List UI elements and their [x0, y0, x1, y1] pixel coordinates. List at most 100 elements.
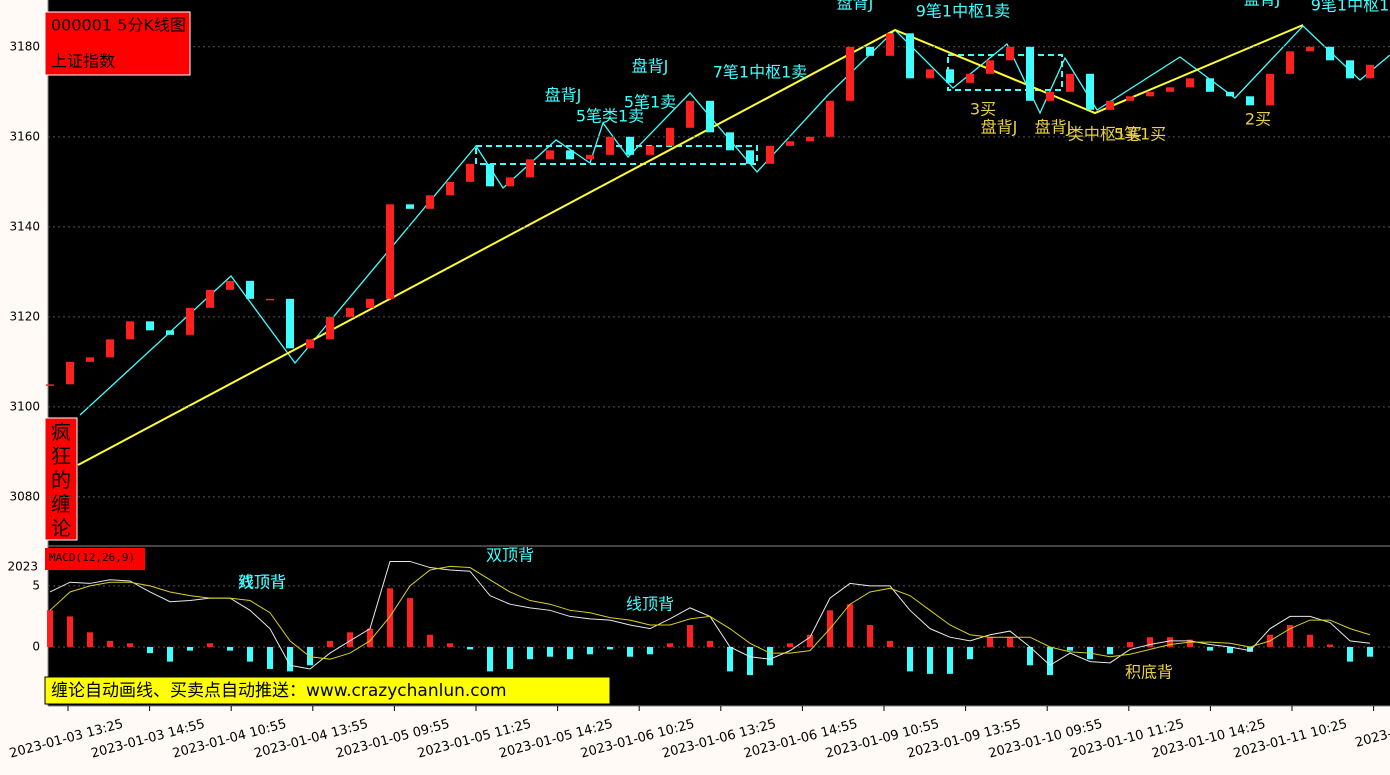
candle — [1026, 46, 1034, 101]
candle — [286, 298, 294, 349]
candle — [926, 69, 934, 79]
candle — [546, 150, 554, 160]
candle — [826, 100, 834, 137]
macd-bar — [967, 646, 973, 660]
watermark-bg — [44, 417, 78, 541]
annotation: 线顶背 — [626, 595, 674, 614]
candle — [146, 321, 154, 331]
annotation: 类中枢1买 — [1068, 125, 1142, 144]
candle — [426, 195, 434, 209]
macd-bar — [547, 646, 553, 657]
macd-bar — [947, 646, 953, 674]
macd-bar — [287, 646, 293, 672]
title-box: 000001 5分K线图 上证指数 — [44, 11, 191, 76]
watermark: 疯狂的缠论 — [51, 420, 71, 540]
macd-bar — [687, 624, 693, 647]
macd-bar — [487, 646, 493, 672]
candle — [1246, 96, 1254, 106]
x-axis-band — [0, 706, 1390, 775]
candle — [786, 141, 794, 146]
macd-bar — [1027, 646, 1033, 666]
candle — [966, 73, 974, 83]
macd-bar — [1067, 646, 1073, 651]
banner-bg — [44, 676, 611, 705]
macd-bar — [1367, 646, 1373, 657]
candle — [1146, 91, 1154, 97]
macd-label-bg — [45, 548, 145, 570]
watermark-text: 疯狂的缠论 — [51, 420, 71, 540]
macd-bar — [47, 610, 53, 647]
macd-bar — [407, 598, 413, 647]
candle — [466, 163, 474, 182]
candle — [1306, 46, 1314, 52]
chart-title: 000001 5分K线图 — [51, 16, 186, 35]
candle — [1006, 46, 1014, 61]
candle — [646, 145, 654, 155]
candle — [706, 100, 714, 133]
candle — [306, 339, 314, 349]
candle — [366, 298, 374, 308]
y-tick-label: 3140 — [9, 219, 40, 233]
macd-bar — [767, 646, 773, 666]
macd-bar — [1187, 639, 1193, 647]
candle — [886, 33, 894, 56]
macd-bar — [907, 646, 913, 672]
macd-bar — [127, 643, 133, 647]
macd-bar — [447, 643, 453, 647]
title-bg — [44, 11, 191, 76]
candle — [746, 150, 754, 164]
macd-bar — [727, 646, 733, 672]
annotation: 7笔1中枢1卖 — [713, 63, 808, 82]
macd-bar — [467, 646, 473, 650]
candle — [1126, 96, 1134, 101]
macd-bar — [587, 646, 593, 655]
candle — [1286, 51, 1294, 74]
macd-bar — [527, 646, 533, 660]
macd-bar — [1107, 646, 1113, 655]
macd-bar — [607, 646, 613, 650]
annotation: 盘背J — [981, 118, 1018, 137]
candle — [666, 127, 674, 146]
segment-line — [77, 24, 1304, 466]
annotation: 5笔1卖 — [624, 93, 676, 112]
candle — [1346, 60, 1354, 79]
y-tick-label: 3100 — [9, 399, 40, 413]
candle — [606, 136, 614, 155]
pivot-box — [475, 145, 758, 165]
y-axis-band — [0, 0, 48, 706]
macd-bar — [847, 604, 853, 647]
macd-bar — [1047, 646, 1053, 676]
macd-bar — [627, 646, 633, 657]
candle — [266, 298, 274, 301]
candle — [946, 69, 954, 83]
y-tick-label: 3160 — [9, 129, 40, 143]
candle — [326, 316, 334, 340]
macd-bar — [67, 616, 73, 647]
annotation: 盘背J — [545, 86, 582, 105]
macd-bar — [867, 624, 873, 647]
macd-bar — [387, 588, 393, 647]
annotation: 3买 — [970, 100, 996, 119]
macd-bar — [267, 646, 273, 669]
candle — [1206, 78, 1214, 92]
annotation: 盘背J — [632, 57, 669, 76]
macd-bar — [147, 646, 153, 654]
candle — [166, 330, 174, 335]
candle — [526, 159, 534, 178]
candle — [506, 177, 514, 187]
macd-bar — [187, 646, 193, 651]
annotation: 积底背 — [1125, 663, 1173, 682]
candle — [986, 60, 994, 74]
candle — [206, 289, 214, 308]
macd-bar — [887, 640, 893, 647]
macd-bar — [347, 632, 353, 647]
y-tick-label: 2023 — [7, 560, 38, 574]
candle — [106, 339, 114, 358]
candle — [866, 46, 874, 56]
annotation: 双顶背 — [238, 573, 286, 592]
candle — [1326, 46, 1334, 61]
macd-bar — [807, 634, 813, 647]
macd-bar — [1147, 637, 1153, 647]
